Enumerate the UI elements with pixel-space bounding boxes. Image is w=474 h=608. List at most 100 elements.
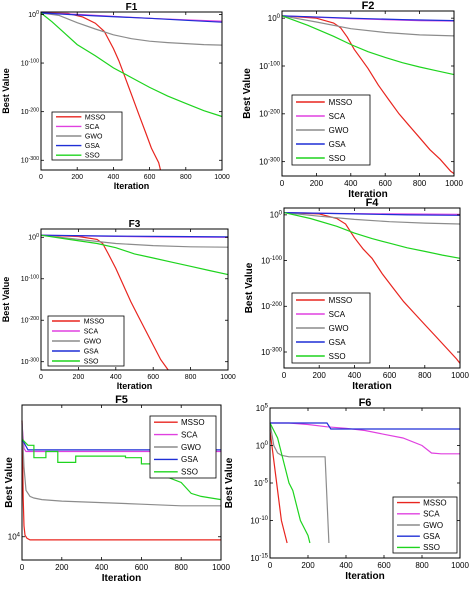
x-tick-label: 800: [418, 371, 432, 380]
legend-label-msso: MSSO: [329, 296, 353, 305]
legend-label-gwo: GWO: [423, 521, 443, 530]
legend-label-sca: SCA: [423, 510, 440, 519]
series-line-gwo: [40, 12, 223, 46]
legend-label-gwo: GWO: [181, 443, 201, 452]
series-line-sca: [270, 422, 460, 455]
series-line-msso: [40, 234, 169, 371]
x-tick-label: 200: [310, 179, 324, 188]
x-tick-label: 400: [344, 179, 358, 188]
legend-label-sso: SSO: [329, 352, 346, 361]
series-line-gsa: [40, 234, 229, 238]
x-tick-label: 1000: [451, 561, 469, 570]
y-tick-label: 100: [268, 14, 281, 23]
legend-label-gsa: GSA: [84, 348, 99, 355]
y-tick-label: 10-10: [250, 516, 268, 525]
series-line-sso: [281, 15, 455, 76]
series-line-msso: [40, 12, 162, 171]
plot-frame: [40, 228, 229, 371]
y-tick-label: 100: [28, 10, 39, 19]
legend-label-sso: SSO: [84, 358, 99, 365]
x-tick-label: 0: [39, 174, 43, 181]
y-tick-label: 100: [256, 441, 269, 450]
chart-title: F5: [115, 394, 128, 406]
y-tick-label: 10-300: [21, 156, 39, 165]
x-axis-label: Iteration: [117, 381, 153, 391]
series-line-sso: [40, 12, 223, 118]
x-tick-label: 200: [73, 374, 85, 381]
legend-label-gsa: GSA: [329, 140, 347, 149]
x-tick-label: 0: [39, 374, 43, 381]
chart-title: F6: [359, 397, 372, 409]
series-line-msso: [21, 420, 221, 541]
legend-label-gsa: GSA: [423, 532, 441, 541]
series-line-gwo: [281, 15, 455, 37]
legend-label-sca: SCA: [329, 310, 346, 319]
panel-f1: 0 200 400 600 800 1000 100 10-100 10-200 10-300 F1…: [1, 2, 230, 191]
y-tick-label: 105: [256, 404, 269, 413]
legend-label-gsa: GSA: [181, 455, 199, 464]
series-line-msso: [269, 430, 288, 544]
legend-label-gsa: GSA: [85, 143, 100, 150]
y-tick-label: 104: [8, 532, 21, 541]
y-tick-label: 10-200: [21, 316, 39, 325]
legend-label-gwo: GWO: [329, 126, 349, 135]
x-tick-label: 400: [108, 174, 120, 181]
x-tick-label: 0: [268, 561, 273, 570]
x-tick-label: 600: [144, 174, 156, 181]
x-tick-label: 1000: [212, 563, 230, 572]
y-axis-label: Best Value: [4, 457, 15, 508]
y-tick-label: 10-5: [254, 479, 269, 488]
legend-label-sca: SCA: [85, 124, 100, 131]
y-tick-label: 10-100: [21, 59, 39, 68]
series-line-gwo: [269, 422, 330, 544]
x-tick-label: 1000: [214, 174, 230, 181]
legend-label-sso: SSO: [423, 543, 440, 552]
y-tick-label: 10-100: [261, 256, 283, 265]
series-line-gwo: [21, 420, 221, 507]
series-line-gwo: [283, 212, 461, 225]
x-axis-label: Iteration: [348, 189, 387, 200]
legend-label-sso: SSO: [181, 468, 198, 477]
x-tick-label: 1000: [220, 374, 236, 381]
y-tick-label: 10-15: [250, 554, 268, 563]
legend-label-sso: SSO: [85, 153, 100, 160]
chart-title: F1: [126, 2, 138, 13]
x-tick-label: 400: [95, 563, 109, 572]
legend-label-msso: MSSO: [85, 114, 106, 121]
legend-label-msso: MSSO: [423, 498, 447, 507]
series-line-msso: [283, 212, 461, 364]
plot-frame: [40, 11, 223, 171]
y-tick-label: 100: [28, 233, 39, 242]
series-line-sso: [40, 234, 229, 276]
x-tick-label: 1000: [451, 371, 469, 380]
legend-label-sca: SCA: [181, 430, 198, 439]
chart-title: F2: [362, 0, 375, 12]
x-tick-label: 0: [20, 563, 25, 572]
y-tick-label: 100: [270, 210, 283, 219]
panel-f2: 0 200 400 600 800 1000 100 10-100 10-200 10-300 F2…: [242, 0, 463, 200]
x-tick-label: 200: [55, 563, 69, 572]
x-tick-label: 0: [280, 179, 285, 188]
y-axis-label: Best Value: [1, 68, 11, 114]
y-tick-label: 10-300: [259, 157, 281, 166]
series-line-gsa: [281, 15, 455, 22]
legend-label-gwo: GWO: [85, 133, 103, 140]
x-tick-label: 200: [301, 561, 315, 570]
x-tick-label: 800: [415, 561, 429, 570]
x-tick-label: 600: [135, 563, 149, 572]
x-tick-label: 400: [348, 371, 362, 380]
plot-frame: [21, 404, 222, 561]
x-tick-label: 200: [71, 174, 83, 181]
series-line-gsa: [283, 212, 461, 216]
panel-f5: 0 200 400 600 800 1000 104 F5 Iteration Best Valu…: [4, 394, 230, 584]
series-line-gwo: [40, 234, 229, 248]
x-tick-label: 600: [147, 374, 159, 381]
y-axis-label: Best Value: [224, 457, 235, 508]
chart-title: F3: [129, 219, 141, 230]
x-tick-label: 600: [377, 561, 391, 570]
panel-f3: 0 200 400 600 800 1000 100 10-100 10-200 10-300 F3…: [1, 219, 236, 391]
plot-frame: [281, 10, 455, 177]
series-line-sso: [269, 422, 311, 544]
x-tick-label: 400: [110, 374, 122, 381]
y-tick-label: 10-100: [259, 62, 281, 71]
